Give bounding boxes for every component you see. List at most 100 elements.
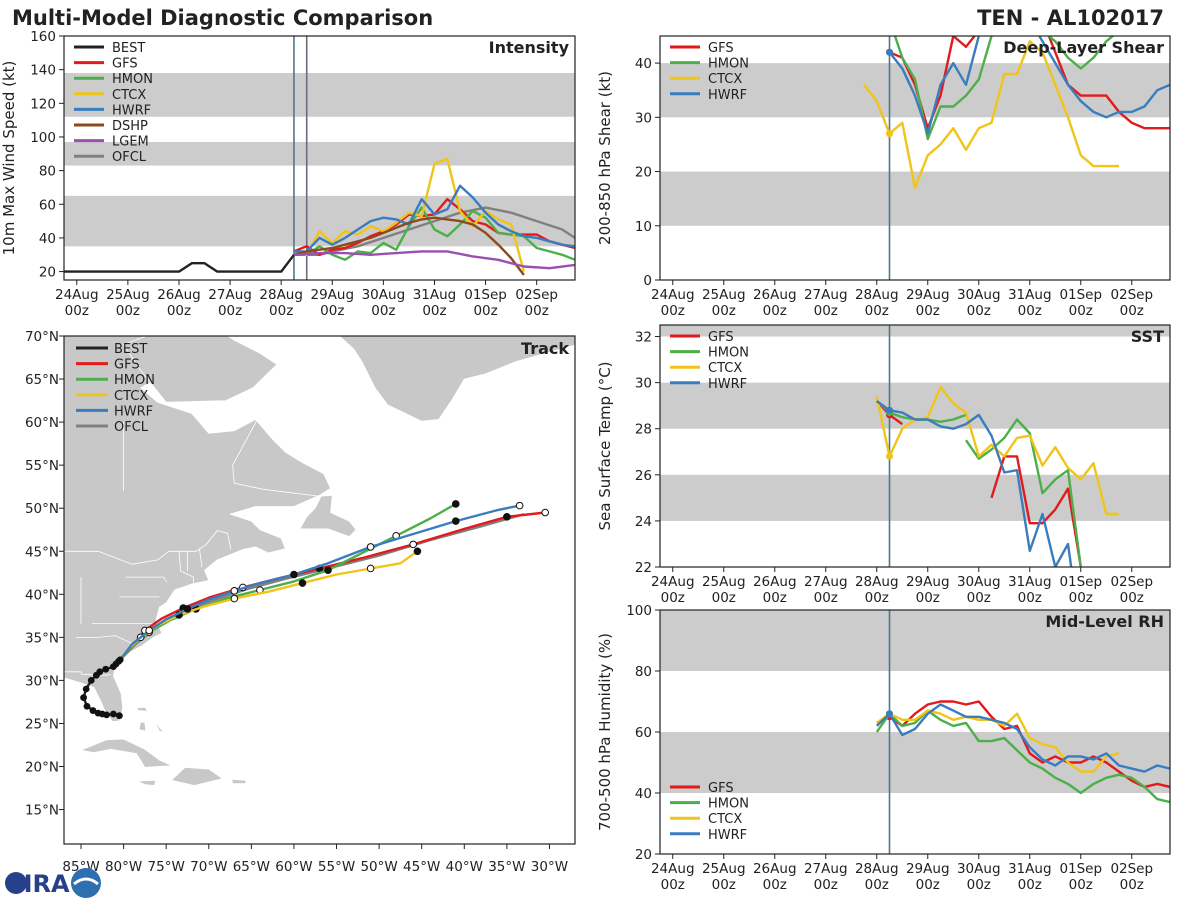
plot-frame <box>659 324 1171 568</box>
x-tick-hour: 00z <box>814 303 838 319</box>
track-point-hmon <box>451 500 460 508</box>
track-group <box>80 500 549 720</box>
logo-seal-icon <box>71 868 101 898</box>
x-tick-date: 28Aug <box>855 861 899 877</box>
series-line-hwrf <box>876 400 1073 567</box>
state-border <box>64 671 111 676</box>
y-tick-label: 80 <box>635 664 652 680</box>
x-tick-date: 02Sep <box>1110 574 1153 590</box>
series-line-hwrf <box>875 703 1170 773</box>
x-tick-hour: 00z <box>371 303 395 319</box>
x-tick-date: 29Aug <box>906 861 950 877</box>
y-axis-label: 10m Max Wind Speed (kt) <box>0 61 18 256</box>
x-tick-date: 30Aug <box>957 861 1001 877</box>
track-point-ctcx <box>366 564 375 573</box>
x-tick-hour: 00z <box>1120 303 1144 319</box>
track-point-hwrf <box>145 626 153 635</box>
x-tick-label: 40°W <box>446 859 483 875</box>
series-line-lgem <box>293 250 575 270</box>
shade-band <box>660 382 1170 429</box>
legend-label-gfs: GFS <box>708 41 734 56</box>
greenland-landmass <box>338 336 575 422</box>
init-marker-ctcx <box>886 452 893 460</box>
legend-label-hwrf: HWRF <box>708 828 747 843</box>
bahamas-landmass <box>135 706 149 712</box>
x-tick-hour: 00z <box>814 590 838 606</box>
x-tick-date: 02Sep <box>515 287 558 303</box>
x-tick-date: 28Aug <box>259 287 303 303</box>
track-point-gfs <box>541 508 549 517</box>
y-tick-label: 60 <box>635 725 652 741</box>
hispaniola-landmass <box>170 766 224 786</box>
x-tick-hour: 00z <box>320 303 344 319</box>
x-tick-hour: 00z <box>661 877 685 893</box>
y-tick-label: 20°N <box>25 760 59 776</box>
x-tick-hour: 00z <box>967 590 991 606</box>
legend-label-ctcx: CTCX <box>708 361 742 376</box>
y-tick-label: 15°N <box>25 803 59 819</box>
y-tick-label: 30 <box>635 376 652 392</box>
y-tick-label: 28 <box>635 422 652 438</box>
x-tick-hour: 00z <box>916 590 940 606</box>
y-tick-label: 35°N <box>25 630 59 646</box>
track-point-gfs <box>409 540 417 549</box>
best-track-point <box>115 712 123 720</box>
x-tick-label: 50°W <box>360 859 397 875</box>
y-tick-label: 40 <box>39 231 56 247</box>
x-tick-hour: 00z <box>712 303 736 319</box>
x-tick-date: 02Sep <box>1110 287 1153 303</box>
legend-label-ofcl: OFCL <box>112 150 147 165</box>
series-group <box>875 700 1170 804</box>
x-tick-date: 25Aug <box>702 861 746 877</box>
x-tick-hour: 00z <box>814 877 838 893</box>
y-tick-label: 32 <box>635 330 652 346</box>
y-tick-label: 30 <box>635 110 652 126</box>
series-group <box>64 157 575 276</box>
x-tick-hour: 00z <box>916 877 940 893</box>
y-axis-label: 200-850 hPa Shear (kt) <box>596 71 614 245</box>
y-axis-label: Sea Surface Temp (°C) <box>596 361 614 530</box>
province-border <box>232 419 319 497</box>
legend-label-best: BEST <box>114 342 147 357</box>
best-track-point <box>116 656 124 664</box>
y-tick-label: 20 <box>39 265 56 281</box>
shade-band <box>660 171 1170 226</box>
x-tick-hour: 00z <box>763 303 787 319</box>
series-line-hmon <box>965 418 1083 567</box>
x-tick-hour: 00z <box>967 303 991 319</box>
bahamas-landmass <box>153 718 165 733</box>
legend-label-hwrf: HWRF <box>112 103 151 118</box>
x-tick-date: 31Aug <box>1008 574 1052 590</box>
track-panel: 85°W 80°W 75°W 70°W 65°W 60°W 55°W 50°W 45°W 40°W… <box>25 329 576 875</box>
y-tick-label: 20 <box>635 165 652 181</box>
x-tick-hour: 00z <box>1069 303 1093 319</box>
best-track-point <box>96 668 104 676</box>
legend-label-gfs: GFS <box>708 781 734 796</box>
y-tick-label: 70°N <box>25 329 59 345</box>
jamaica-landmass <box>137 779 157 786</box>
state-border <box>125 576 168 583</box>
x-tick-date: 26Aug <box>753 574 797 590</box>
x-tick-hour: 00z <box>763 590 787 606</box>
legend-label-best: BEST <box>112 41 145 56</box>
x-tick-date: 27Aug <box>208 287 252 303</box>
x-tick-date: 01Sep <box>464 287 507 303</box>
x-tick-date: 27Aug <box>804 574 848 590</box>
series-line-ctcx <box>863 40 1119 189</box>
x-tick-hour: 00z <box>65 303 89 319</box>
series-line-hwrf <box>294 184 575 253</box>
legend-label-hwrf: HWRF <box>708 377 747 392</box>
legend-label-lgem: LGEM <box>112 135 149 150</box>
x-tick-label: 70°W <box>190 859 227 875</box>
track-point-hmon <box>324 566 332 574</box>
init-marker-hwrf <box>886 406 893 414</box>
x-tick-hour: 00z <box>116 303 140 319</box>
shade-band <box>64 73 575 117</box>
x-tick-hour: 00z <box>422 303 446 319</box>
legend-label-gfs: GFS <box>112 57 138 72</box>
sst-panel: 22242628303224Aug00z25Aug00z26Aug00z27Au… <box>596 324 1171 606</box>
x-tick-date: 31Aug <box>1008 861 1052 877</box>
state-border <box>75 635 133 644</box>
x-tick-hour: 00z <box>712 590 736 606</box>
x-tick-label: 30°W <box>531 859 568 875</box>
